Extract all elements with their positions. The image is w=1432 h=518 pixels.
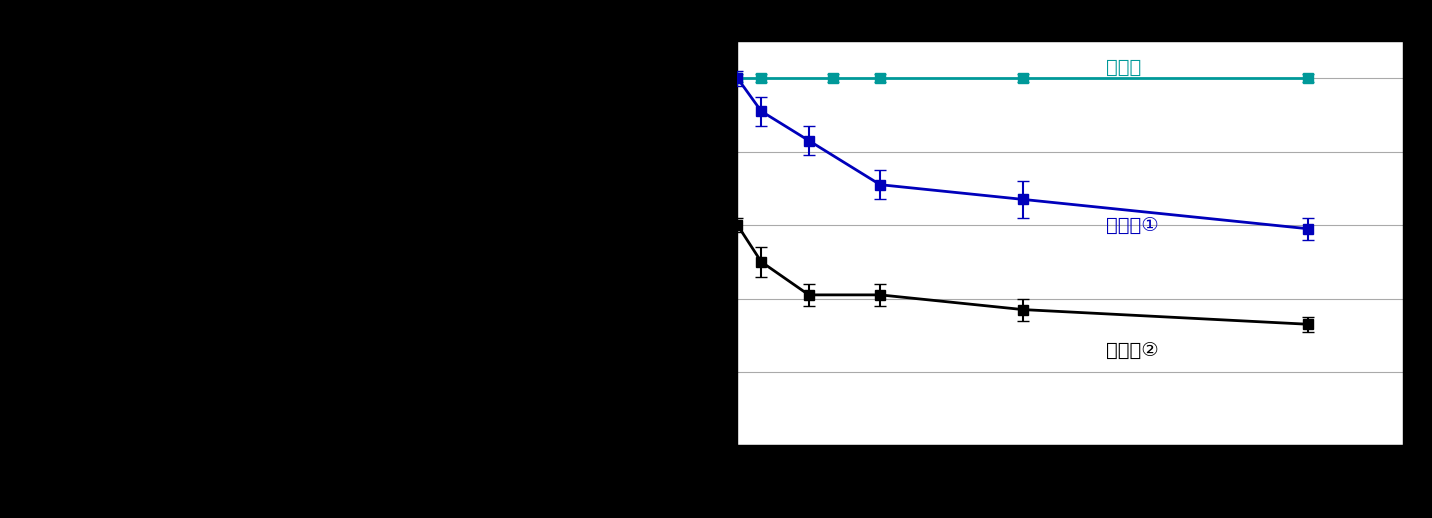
Text: 蛍光量の変化: 蛍光量の変化 [649,180,669,255]
Text: （％）: （％） [640,306,677,326]
Text: 酸化剤①: 酸化剤① [1106,215,1158,235]
Text: 還元剤: 還元剤 [1106,57,1141,77]
Text: 酸化剤②: 酸化剤② [1106,340,1158,359]
X-axis label: 還元剤または酸化剤投与後の時間（分）: 還元剤または酸化剤投与後の時間（分） [958,482,1183,501]
